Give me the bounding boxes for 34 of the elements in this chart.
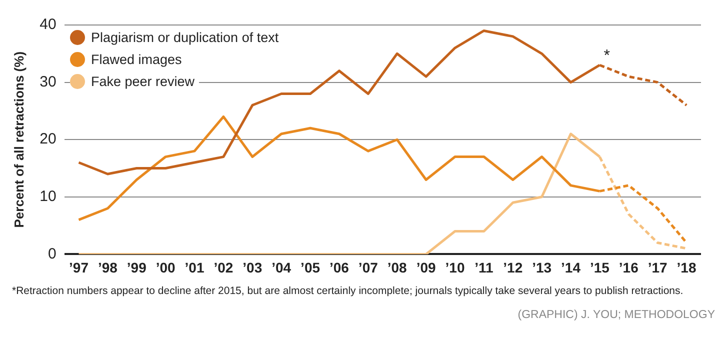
y-tick-label: 30	[40, 73, 56, 90]
y-tick-label: 10	[40, 188, 56, 206]
text: (GRAPHIC) J. YOU; METHODOLOGY	[516, 309, 715, 321]
x-tick-label: ’09	[416, 259, 436, 276]
legend-label: Fake peer review	[91, 74, 195, 89]
y-tick-label: 40	[40, 16, 56, 34]
x-tick-label: ’03	[242, 259, 262, 276]
x-tick-label: ’10	[445, 259, 465, 276]
legend-label: Flawed images	[91, 52, 182, 67]
annotation: *	[604, 48, 610, 65]
x-tick-label: ’15	[590, 259, 610, 276]
y-tick-label: 0	[48, 245, 56, 262]
y-tick-label: 20	[40, 130, 56, 148]
x-tick-label: ’14	[561, 259, 581, 276]
x-tick-label: ’08	[387, 259, 408, 276]
x-tick-label: ’00	[156, 259, 176, 276]
x-tick-label: ’04	[272, 259, 292, 276]
x-tick-label: ’98	[98, 259, 118, 276]
x-tick-label: ’01	[184, 259, 204, 276]
x-tick-label: ’17	[648, 259, 668, 276]
y-axis-title: Percent of all retractions (%)	[11, 51, 26, 228]
x-tick-label: ’99	[126, 259, 147, 276]
x-tick-label: ’07	[358, 259, 378, 276]
x-tick-label: ’06	[329, 259, 350, 276]
text: *Retraction numbers appear to decline after 2015, but are almost certainly incomplete; journals typically take several years to publish retractions.	[12, 285, 684, 297]
x-tick-label: ’02	[214, 259, 234, 276]
x-tick-label: ’05	[300, 259, 320, 276]
x-tick-label: ’11	[474, 259, 494, 276]
x-tick-label: ’16	[618, 259, 639, 276]
legend-label: Plagiarism or duplication of text	[91, 30, 279, 45]
x-tick-label: ’18	[676, 259, 696, 276]
x-tick-label: ’12	[503, 259, 523, 276]
x-tick-label: ’13	[532, 259, 552, 276]
x-tick-label: ’97	[69, 259, 89, 276]
